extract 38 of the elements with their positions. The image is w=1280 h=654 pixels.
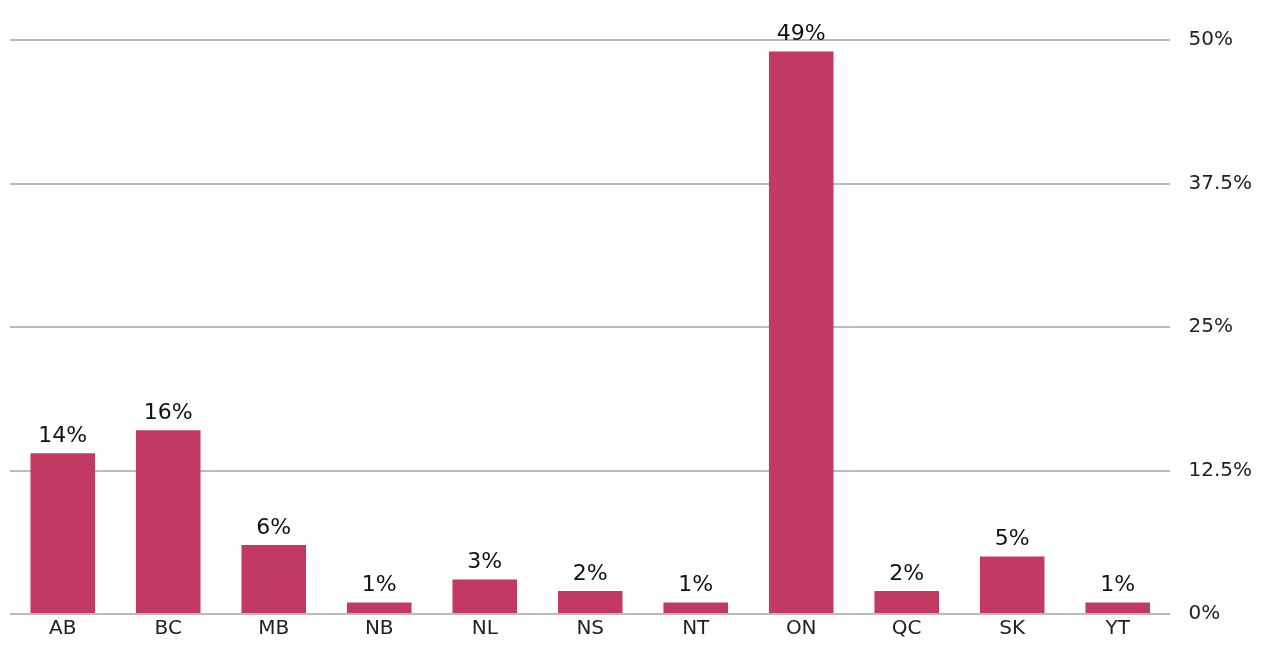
data-label: 1% (361, 571, 397, 597)
bar (1085, 602, 1150, 613)
data-label: 1% (678, 571, 714, 597)
x-tick-label: NL (471, 615, 499, 640)
bar (241, 545, 307, 613)
x-tick-label: YT (1104, 615, 1131, 640)
y-tick-label: 50% (1188, 26, 1233, 51)
bar (452, 579, 518, 613)
x-tick-label: NB (364, 615, 394, 640)
data-label: 49% (776, 20, 826, 46)
x-tick-label: MB (258, 615, 290, 640)
bar (768, 51, 834, 613)
y-tick-label: 25% (1188, 313, 1233, 338)
bar (663, 602, 729, 613)
bar (135, 430, 201, 613)
data-label: 1% (1100, 571, 1136, 597)
x-tick-label: ON (785, 615, 817, 640)
data-label: 5% (994, 525, 1030, 551)
data-label: 2% (889, 559, 925, 585)
bar (874, 591, 940, 613)
bar (30, 453, 96, 613)
y-tick-label: 0% (1188, 600, 1221, 625)
bar (979, 556, 1045, 613)
data-label: 16% (143, 399, 193, 425)
data-label: 6% (256, 513, 292, 539)
data-label: 2% (572, 559, 608, 585)
bar (346, 602, 412, 613)
x-tick-label: BC (154, 615, 182, 640)
bar (557, 591, 623, 613)
y-tick-label: 37.5% (1188, 169, 1253, 194)
x-tick-label: NS (576, 615, 605, 640)
x-tick-label: NT (682, 615, 711, 640)
x-tick-label: AB (49, 615, 77, 640)
y-tick-label: 12.5% (1188, 456, 1253, 481)
data-label: 14% (38, 422, 88, 447)
x-tick-label: QC (891, 615, 922, 640)
data-label: 3% (467, 548, 503, 574)
x-tick-label: SK (999, 615, 1027, 640)
